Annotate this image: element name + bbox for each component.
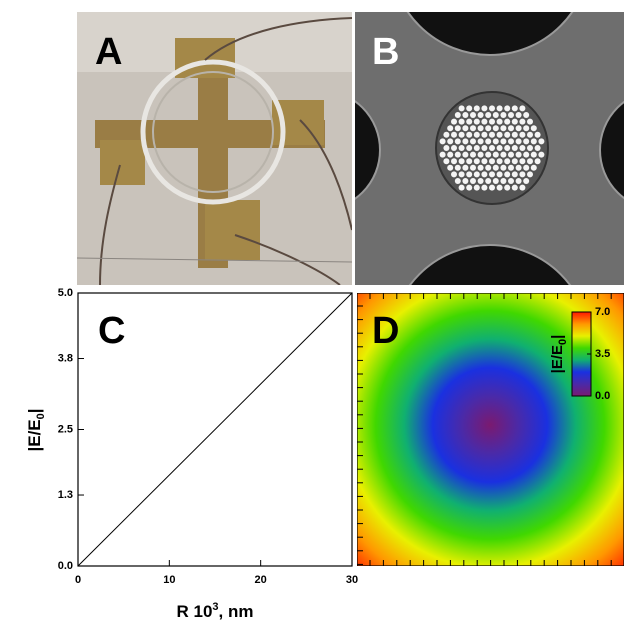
x-tick-label: 30 (346, 574, 358, 586)
panel-label: D (372, 310, 399, 352)
colorbar-tick-label: 7.0 (595, 306, 610, 318)
y-tick-label: 2.5 (58, 423, 73, 435)
x-tick-label: 10 (163, 574, 175, 586)
panel-label: A (95, 31, 122, 73)
y-tick-label: 1.3 (58, 489, 73, 501)
colorbar-tick-label: 0.0 (595, 390, 610, 402)
y-tick-label: 5.0 (58, 287, 73, 299)
x-tick-label: 20 (255, 574, 267, 586)
figure: A B C D 0 10 20 30 0.0 1.3 2.5 3.8 5.0 R 103, nm |… (0, 0, 624, 626)
panel-label: C (98, 310, 125, 352)
y-axis-label: |E/E0| (25, 408, 47, 451)
panel-label: B (372, 31, 399, 73)
x-tick-label: 0 (75, 574, 81, 586)
x-axis-label: R 103, nm (177, 601, 254, 621)
colorbar-tick-label: 3.5 (595, 348, 610, 360)
y-tick-label: 3.8 (58, 352, 73, 364)
y-tick-label: 0.0 (58, 560, 73, 572)
